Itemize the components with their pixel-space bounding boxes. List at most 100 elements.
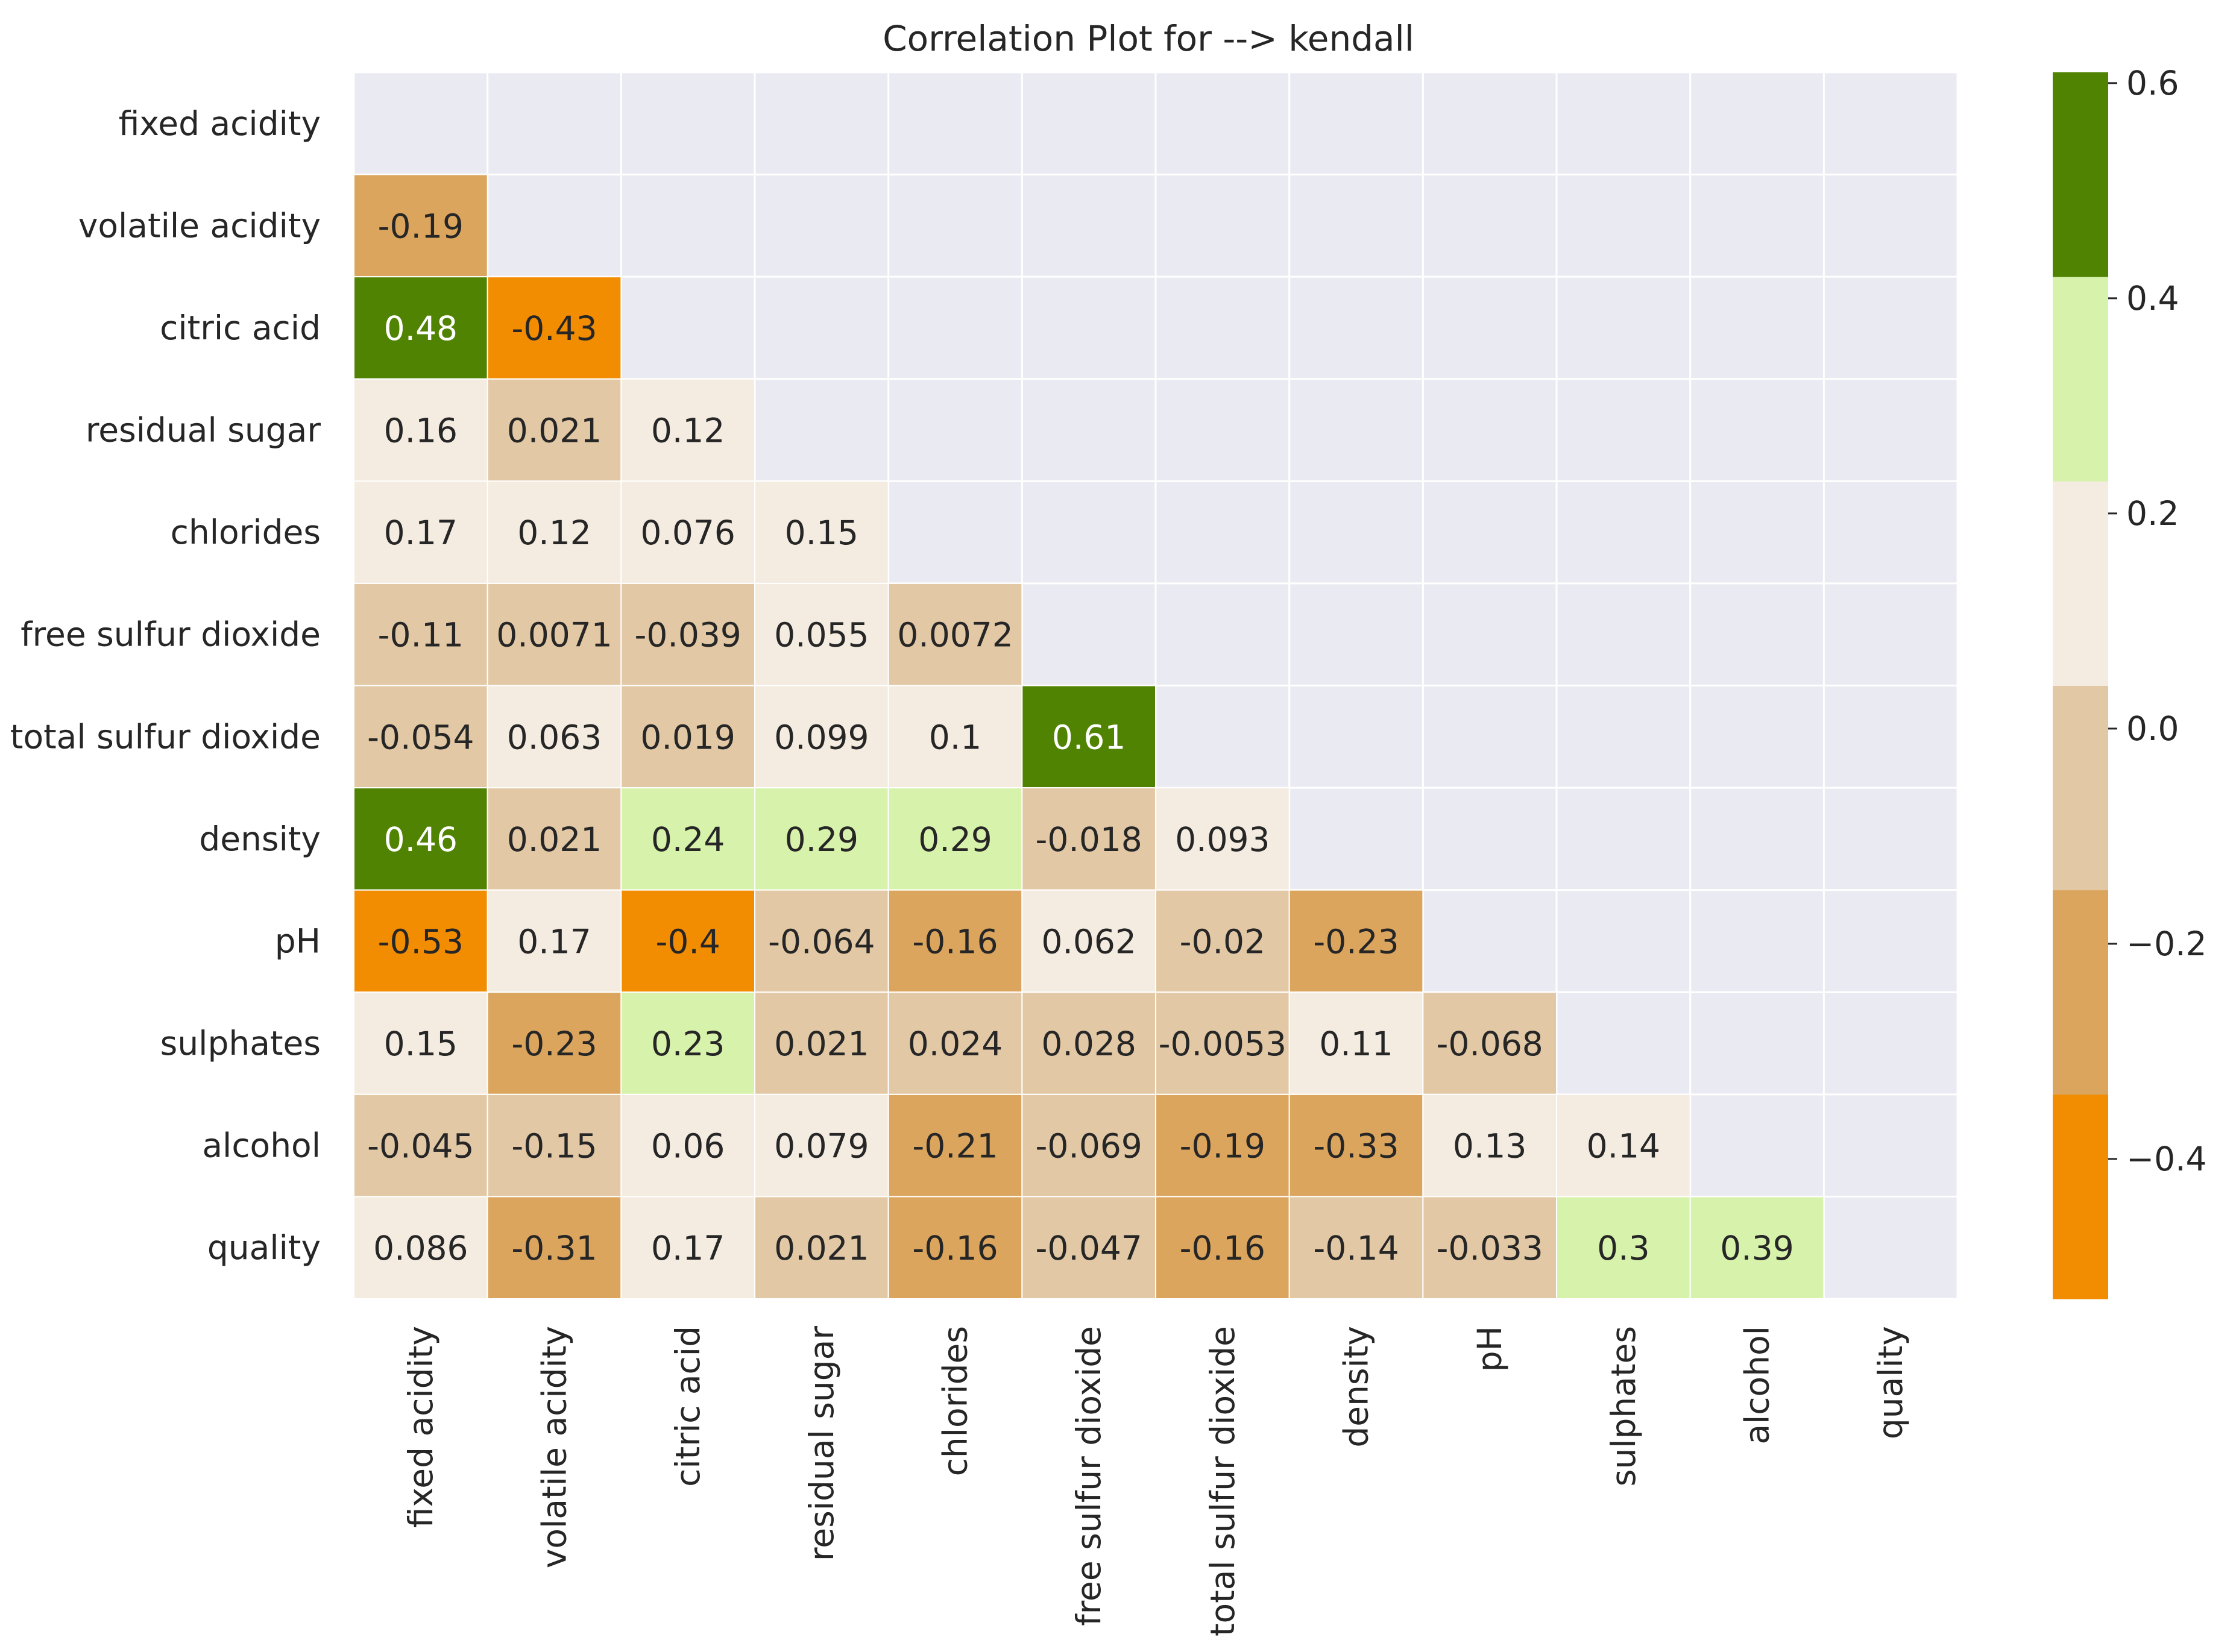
heatmap-cell [1422,991,1557,1095]
y-tick-label: chlorides [171,513,321,551]
heatmap-cell [620,991,756,1095]
heatmap-cell [887,685,1023,789]
heatmap-cell [353,582,488,686]
colorbar: 0.6 0.4 0.2 0.0 −0.2 −0.4 [2053,64,2207,1299]
heatmap-cell [353,685,488,789]
heatmap-cell [754,1196,889,1299]
cell-value-label: 0.086 [373,1229,468,1267]
colorbar-segment [2053,277,2108,482]
cell-value-label: -0.15 [511,1127,597,1166]
cell-value-label: 0.093 [1175,820,1270,859]
cell-value-label: -0.039 [635,616,742,655]
cell-value-label: -0.33 [1313,1127,1399,1166]
cell-value-label: 0.23 [651,1025,725,1063]
cell-value-label: 0.079 [774,1127,869,1166]
heatmap-cell [487,889,622,993]
heatmap-cell [754,582,889,686]
cell-value-label: -0.31 [511,1229,597,1267]
cell-value-label: 0.021 [507,412,602,450]
heatmap-cell [1155,1093,1290,1198]
heatmap-cell [1021,787,1157,891]
heatmap-cell [353,991,488,1095]
cell-value-label: 0.062 [1041,922,1136,961]
x-tick-label: volatile acidity [535,1326,574,1568]
cell-value-label: -0.018 [1036,820,1142,859]
x-axis-tick-labels: fixed acidity volatile acidity citric acid… [402,1326,1910,1636]
cell-value-label: -0.19 [378,207,464,245]
heatmap-cell [353,1196,488,1299]
colorbar-tick-label: −0.2 [2126,925,2207,963]
x-tick-label: quality [1871,1326,1910,1439]
cell-value-label: 0.15 [384,1025,458,1063]
cell-value-label: -0.23 [511,1025,597,1063]
y-axis-tick-labels: fixed acidity volatile acidity citric acid… [10,104,321,1267]
cell-value-label: -0.53 [378,922,464,961]
colorbar-tick-label: 0.6 [2126,64,2179,102]
cell-value-label: -0.064 [768,922,875,961]
heatmap-cell [620,480,756,584]
heatmap-cell-labels: -0.19 0.48 -0.43 0.16 0.021 0.12 0.17 0.12 0.076… [367,207,1794,1267]
x-tick-label: pH [1470,1326,1509,1372]
heatmap-cell [1288,889,1424,993]
cell-value-label: 0.1 [929,718,981,756]
cell-value-label: 0.24 [651,820,725,859]
cell-value-label: 0.06 [651,1127,725,1166]
heatmap-cell [487,276,622,380]
y-tick-label: alcohol [202,1126,321,1165]
heatmap-cell [487,480,622,584]
cell-value-label: 0.12 [651,412,725,450]
cell-value-label: -0.43 [511,309,597,348]
chart-title: Correlation Plot for --> kendall [883,18,1414,59]
cell-value-label: 0.29 [918,820,992,859]
heatmap-cell [887,582,1023,686]
heatmap-cell [1155,991,1290,1095]
y-tick-label: residual sugar [86,411,321,450]
colorbar-tick-label: −0.4 [2126,1140,2207,1178]
heatmap-cell [1556,1196,1691,1299]
cell-value-label: 0.021 [774,1229,869,1267]
cell-value-label: 0.16 [384,412,458,450]
heatmap-cell [620,685,756,789]
cell-value-label: -0.19 [1180,1127,1265,1166]
cell-value-label: 0.61 [1052,718,1126,756]
colorbar-segment [2053,481,2108,686]
heatmap-cell [1155,787,1290,891]
x-tick-label: chlorides [936,1326,975,1476]
cell-value-label: 0.0072 [897,616,1013,655]
cell-value-label: 0.099 [774,718,869,756]
x-tick-label: sulphates [1604,1326,1643,1486]
heatmap-cell [353,174,488,278]
cell-value-label: -0.16 [912,922,998,961]
y-tick-label: fixed acidity [119,104,321,143]
heatmap-cell [620,378,756,482]
cell-value-label: -0.0053 [1159,1025,1286,1063]
heatmap-cell [487,1196,622,1299]
cell-value-label: 0.063 [507,718,602,756]
heatmap-cell [1021,1196,1157,1299]
cell-value-label: 0.019 [640,718,735,756]
heatmap-cell [487,582,622,686]
cell-value-label: -0.16 [1180,1229,1265,1267]
heatmap-cell [620,1196,756,1299]
cell-value-label: -0.054 [367,718,474,756]
heatmap-cell [487,991,622,1095]
heatmap-cell [754,889,889,993]
heatmap-cell [887,889,1023,993]
heatmap-cell [353,1093,488,1198]
cell-value-label: -0.068 [1437,1025,1543,1063]
cell-value-label: -0.14 [1313,1229,1399,1267]
cell-value-label: 0.021 [507,820,602,859]
cell-value-label: 0.055 [774,616,869,655]
cell-value-label: -0.033 [1437,1229,1543,1267]
heatmap-cell [1021,685,1157,789]
x-tick-label: alcohol [1738,1326,1777,1445]
heatmap-cell [1021,991,1157,1095]
colorbar-segment [2053,72,2108,277]
cell-value-label: -0.4 [656,922,720,961]
y-tick-label: free sulfur dioxide [20,615,321,654]
y-tick-label: quality [207,1228,321,1267]
heatmap-cell [754,685,889,789]
cell-value-label: 0.39 [1720,1229,1793,1267]
colorbar-segment [2053,1094,2108,1299]
